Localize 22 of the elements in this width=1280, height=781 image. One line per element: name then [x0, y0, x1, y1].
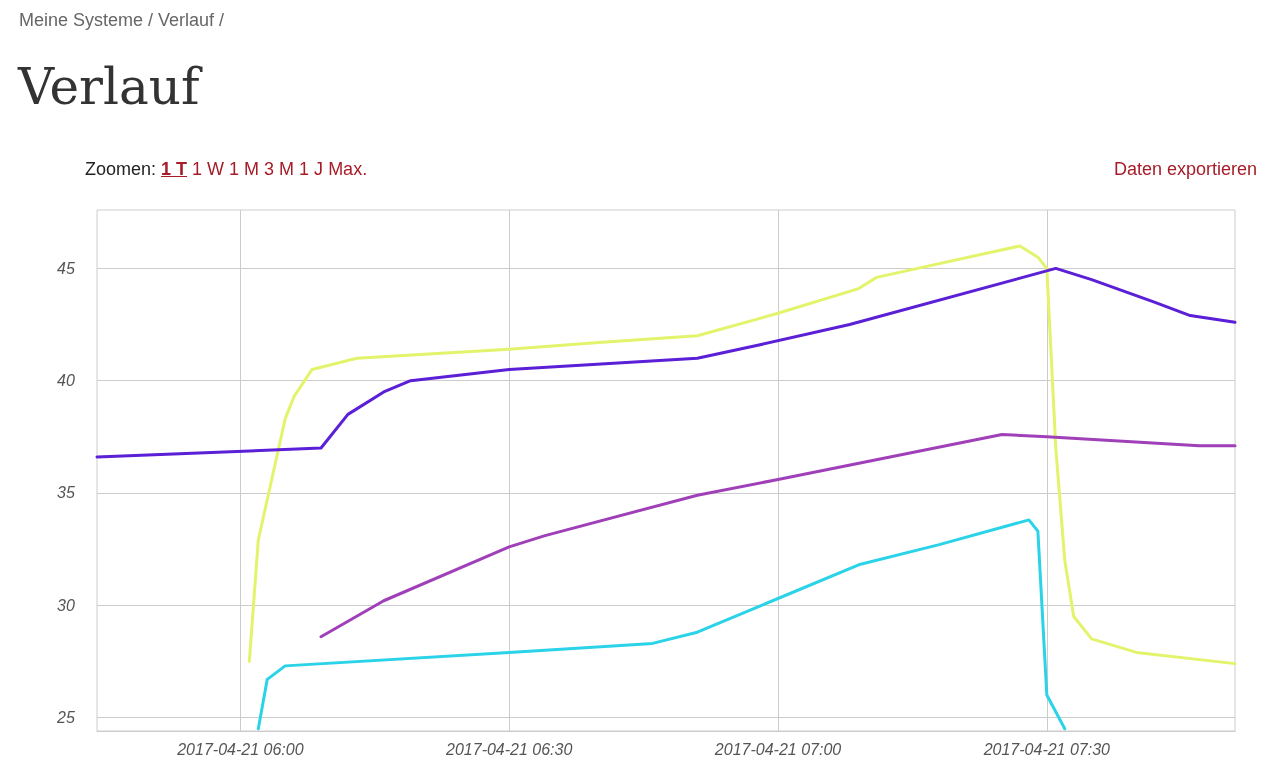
text: Daten exportieren [1113, 159, 1257, 180]
line-series [95, 266, 1237, 459]
text: Max. [328, 159, 368, 179]
y-tick-label: 25 [56, 709, 75, 727]
text: Zoomen: [85, 159, 157, 179]
y-tick-label: 45 [57, 259, 75, 277]
y-tick-label: 30 [57, 596, 75, 614]
x-tick-label: 2017-04-21 07:30 [982, 740, 1111, 758]
y-tick-label: 40 [57, 372, 75, 390]
text: 1 M [229, 159, 260, 179]
text: 1 J [299, 159, 324, 179]
text: 3 M [264, 159, 295, 179]
y-tick-label: 35 [57, 484, 75, 502]
line-series [247, 244, 1237, 666]
line-series [319, 433, 1237, 639]
x-tick-label: 2017-04-21 06:30 [445, 740, 573, 758]
x-tick-label: 2017-04-21 06:00 [176, 740, 304, 758]
text: Meine Systeme / Verlauf / [19, 10, 225, 31]
line-series [256, 518, 1067, 731]
x-tick-label: 2017-04-21 07:00 [713, 740, 842, 758]
text: 1 W [192, 159, 225, 179]
text: 1 T [161, 159, 188, 179]
